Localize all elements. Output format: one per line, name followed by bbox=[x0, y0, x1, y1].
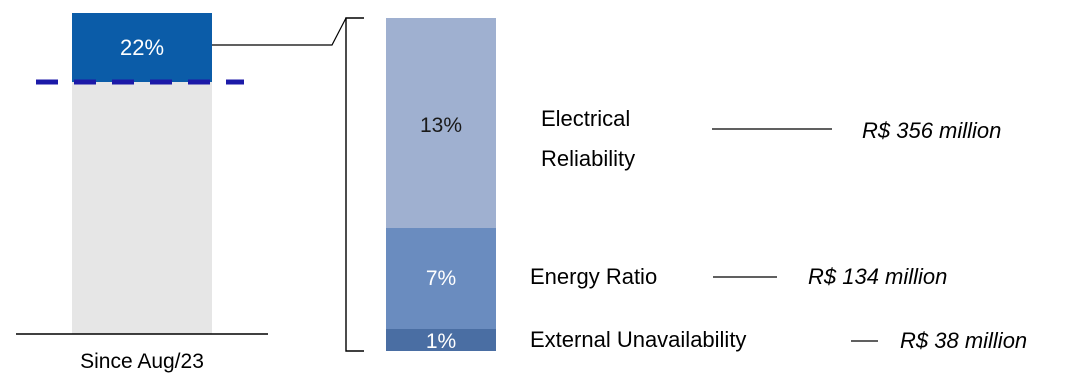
segment-external-unavailability bbox=[386, 329, 496, 351]
segment-label-energy-ratio: 7% bbox=[426, 267, 456, 290]
left-bar-value-label: 22% bbox=[120, 35, 164, 60]
segment-label-external-unavailability: 1% bbox=[426, 330, 456, 353]
segment-energy-ratio bbox=[386, 228, 496, 329]
amount-energy-ratio: R$ 134 million bbox=[808, 264, 947, 289]
amount-electrical-reliability: R$ 356 million bbox=[862, 118, 1001, 143]
breakdown-bracket bbox=[345, 17, 364, 352]
left-bar-segment-22 bbox=[72, 13, 212, 82]
left-bar-base bbox=[72, 82, 212, 334]
category-name-energy-ratio: Energy Ratio bbox=[530, 264, 657, 289]
category-name-external-unavailability: External Unavailability bbox=[530, 327, 746, 352]
category-name-electrical-reliability-line-2: Reliability bbox=[541, 146, 635, 171]
amount-external-unavailability: R$ 38 million bbox=[900, 328, 1027, 353]
category-labels: Electrical Reliability Energy Ratio Exte… bbox=[530, 106, 746, 352]
category-name-electrical-reliability-line-1: Electrical bbox=[541, 106, 630, 131]
connector-line bbox=[212, 17, 347, 46]
amount-labels: R$ 356 million R$ 134 million R$ 38 mill… bbox=[808, 118, 1027, 353]
segment-electrical-reliability bbox=[386, 18, 496, 228]
breakdown-bar: 13% 7% 1% bbox=[386, 18, 496, 353]
x-axis-category-label: Since Aug/23 bbox=[80, 350, 204, 373]
segment-label-electrical-reliability: 13% bbox=[420, 114, 462, 137]
left-bar: 22% Since Aug/23 bbox=[16, 13, 268, 373]
